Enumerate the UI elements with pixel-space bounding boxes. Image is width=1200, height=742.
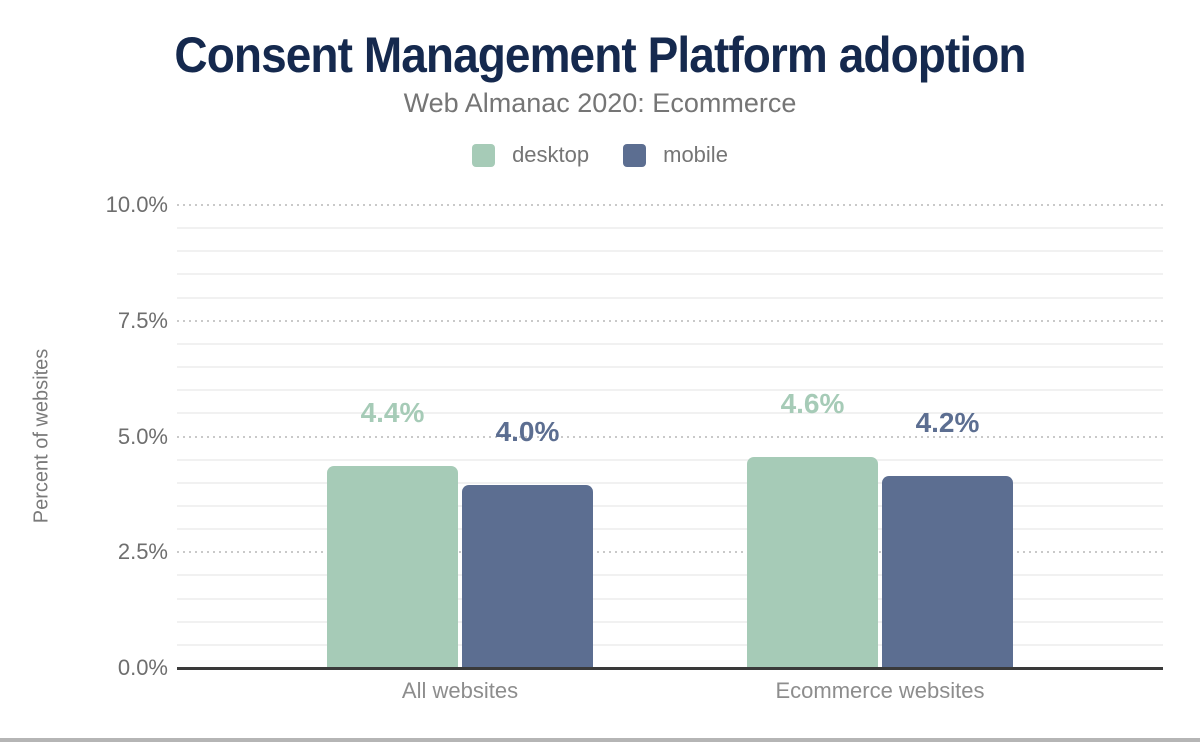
bar-desktop-all-websites[interactable] [327, 466, 458, 670]
legend-label: mobile [663, 142, 728, 167]
y-tick-label: 7.5% [117, 308, 168, 333]
gridline-minor [177, 505, 1163, 507]
x-axis-line [177, 667, 1163, 670]
gridline-minor [177, 343, 1163, 345]
gridline-minor [177, 644, 1163, 646]
bar-value-label: 4.6% [780, 388, 845, 419]
gridline-minor [177, 528, 1163, 530]
y-tick-label: 2.5% [117, 539, 168, 564]
gridline-minor [177, 250, 1163, 252]
chart-subtitle: Web Almanac 2020: Ecommerce [403, 88, 797, 118]
gridline-minor [177, 598, 1163, 600]
gridline-minor [177, 574, 1163, 576]
chart-title: Consent Management Platform adoption [174, 27, 1026, 83]
legend: desktop mobile [0, 142, 1200, 168]
bar-value-label: 4.2% [915, 407, 980, 438]
legend-item-desktop: desktop [472, 142, 589, 168]
gridline-major [177, 320, 1163, 322]
gridline-minor [177, 621, 1163, 623]
legend-label: desktop [512, 142, 590, 167]
bottom-border [0, 738, 1200, 742]
y-axis-title: Percent of websites [30, 348, 53, 524]
gridline-minor [177, 297, 1163, 299]
gridline-major [177, 204, 1163, 206]
y-tick-label: 10.0% [105, 192, 168, 217]
bar-value-label: 4.0% [495, 416, 560, 447]
gridline-minor [177, 389, 1163, 391]
legend-swatch-desktop [472, 143, 496, 167]
x-category-label: All websites [401, 678, 519, 703]
gridline-minor [177, 366, 1163, 368]
bar-desktop-ecommerce-websites[interactable] [747, 457, 878, 670]
gridline-major [177, 436, 1163, 438]
gridline-minor [177, 459, 1163, 461]
x-category-label: Ecommerce websites [775, 678, 985, 703]
bar-mobile-ecommerce-websites[interactable] [882, 476, 1013, 670]
legend-item-mobile: mobile [623, 142, 728, 168]
y-tick-label: 0.0% [117, 655, 168, 680]
bar-mobile-all-websites[interactable] [462, 485, 593, 670]
bar-value-label: 4.4% [360, 397, 425, 428]
y-tick-label: 5.0% [117, 424, 168, 449]
gridline-major [177, 551, 1163, 553]
gridline-minor [177, 412, 1163, 414]
gridline-minor [177, 227, 1163, 229]
gridline-minor [177, 482, 1163, 484]
gridline-minor [177, 273, 1163, 275]
legend-swatch-mobile [623, 143, 647, 167]
